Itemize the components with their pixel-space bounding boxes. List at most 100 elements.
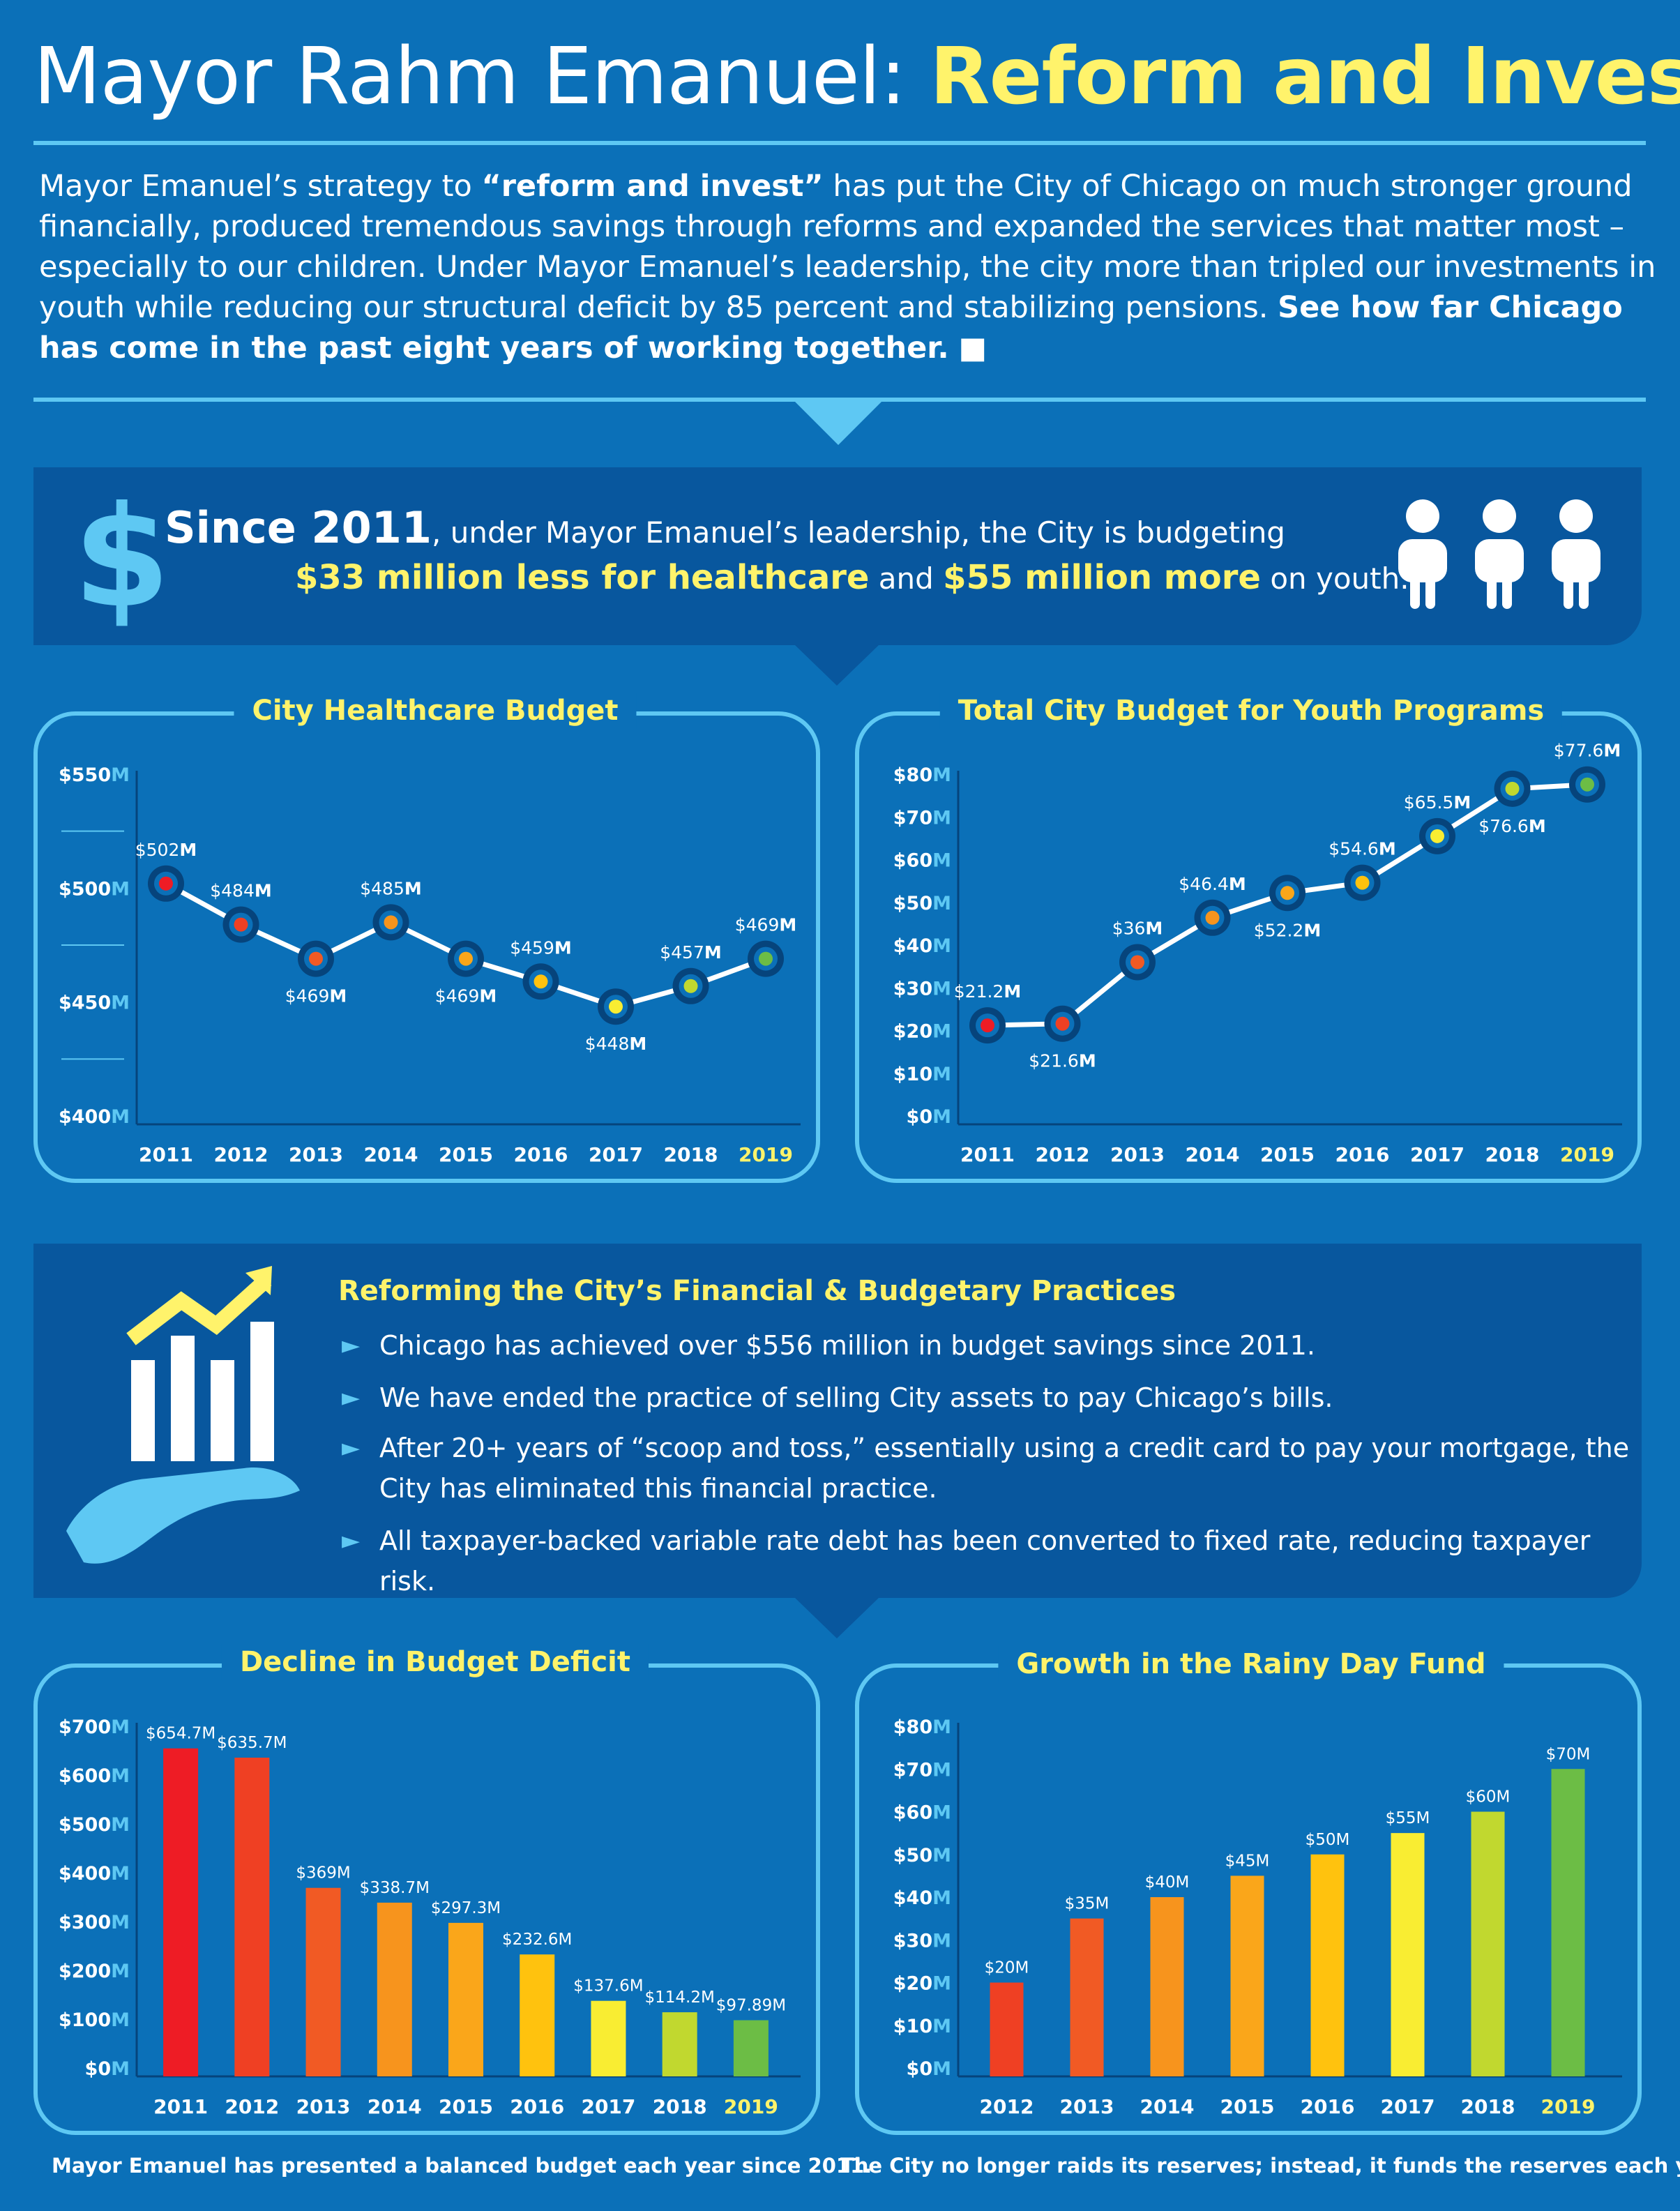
bar: [163, 1748, 199, 2076]
healthcare-chart-title: City Healthcare Budget: [234, 693, 637, 729]
data-point: [1205, 910, 1220, 925]
bar-value-label: $97.89M: [716, 1996, 786, 2014]
data-point: [1055, 1016, 1070, 1031]
y-tick-label: $30M: [893, 978, 951, 999]
bar: [662, 2012, 697, 2076]
x-tick-label: 2013: [1060, 2095, 1114, 2118]
bar: [1391, 1833, 1425, 2076]
reform-title: Reforming the City’s Financial & Budgeta…: [338, 1275, 1176, 1307]
x-tick-label: 2019: [1541, 2095, 1596, 2118]
bar-value-label: $70M: [1546, 1745, 1591, 1763]
y-tick-label: $500M: [59, 878, 130, 900]
data-point: [981, 1018, 994, 1033]
page-title: Mayor Rahm Emanuel: Reform and Invest: [33, 28, 1680, 126]
bar-value-label: $654.7M: [146, 1725, 215, 1743]
x-tick-label: 2019: [1560, 1143, 1614, 1166]
y-tick-label: $50M: [893, 893, 951, 914]
youth-chart-title: Total City Budget for Youth Programs: [939, 693, 1563, 729]
data-label: $21.6M: [1029, 1051, 1096, 1071]
bar: [234, 1758, 270, 2076]
y-tick-label: $60M: [893, 850, 951, 872]
intro-bold: “reform and invest”: [481, 169, 824, 204]
banner-since: Since 2011: [165, 502, 432, 553]
bar: [1070, 1918, 1104, 2076]
bullet-arrow-icon: ►: [342, 1434, 361, 1462]
bar-value-label: $20M: [985, 1959, 1029, 1977]
x-tick-label: 2014: [1186, 1143, 1240, 1166]
reform-pointer-icon: [795, 1598, 879, 1638]
y-tick-label: $40M: [893, 935, 951, 957]
deficit-chart-title: Decline in Budget Deficit: [221, 1644, 649, 1680]
intro-cta: See how far Chicago has come in the past…: [39, 290, 1623, 365]
x-tick-label: 2018: [1485, 1143, 1540, 1166]
trend-arrow-icon: [126, 1274, 272, 1345]
x-tick-label: 2015: [1220, 2095, 1275, 2118]
x-tick-label: 2013: [296, 2095, 351, 2118]
x-tick-label: 2017: [589, 1143, 643, 1166]
rainy-day-chart-title: Growth in the Rainy Day Fund: [998, 1646, 1504, 1682]
y-tick-label: $10M: [893, 1064, 951, 1085]
intro-paragraph: Mayor Emanuel’s strategy to “reform and …: [39, 166, 1657, 368]
y-tick-label: $70M: [893, 1759, 951, 1781]
data-label: $76.6M: [1478, 816, 1545, 836]
bullet-arrow-icon: ►: [342, 1384, 361, 1412]
dollar-icon: $: [73, 476, 171, 639]
bar-value-label: $45M: [1225, 1852, 1270, 1870]
y-tick-label: $400M: [59, 1106, 130, 1128]
divider-pointer-icon: [795, 402, 881, 445]
x-tick-label: 2012: [980, 2095, 1034, 2118]
bar: [591, 2000, 626, 2076]
x-tick-label: 2012: [214, 1143, 268, 1166]
bullet-arrow-icon: ►: [342, 1331, 361, 1359]
bar: [1471, 1811, 1505, 2076]
x-tick-label: 2019: [724, 2095, 778, 2118]
bar-value-label: $232.6M: [502, 1931, 572, 1949]
banner-pointer-icon: [795, 645, 879, 686]
arrow-head-icon: [245, 1266, 272, 1295]
data-label: $52.2M: [1254, 920, 1321, 940]
icon-bar: [250, 1322, 274, 1461]
data-label: $65.5M: [1404, 792, 1471, 813]
data-label: $484M: [210, 881, 272, 901]
bar: [520, 1954, 555, 2076]
y-tick-label: $60M: [893, 1802, 951, 1824]
person-icon: [1552, 499, 1600, 609]
bar: [377, 1902, 412, 2076]
y-tick-label: $550M: [59, 764, 130, 786]
y-tick-label: $100M: [59, 2009, 130, 2031]
data-point: [759, 951, 773, 966]
icon-bar: [171, 1336, 195, 1461]
bar: [1551, 1769, 1585, 2076]
data-point: [1130, 955, 1144, 969]
x-tick-label: 2014: [368, 2095, 422, 2118]
data-label: $485M: [360, 878, 422, 898]
x-tick-label: 2011: [153, 2095, 208, 2118]
x-tick-label: 2015: [439, 1143, 493, 1166]
intro-divider: [33, 398, 1646, 402]
bar-value-label: $114.2M: [645, 1989, 715, 2007]
y-tick-label: $40M: [893, 1887, 951, 1909]
y-tick-label: $600M: [59, 1765, 130, 1787]
x-tick-label: 2017: [1381, 2095, 1435, 2118]
data-label: $54.6M: [1329, 839, 1395, 859]
hand-icon: [66, 1467, 300, 1564]
bar-value-label: $338.7M: [360, 1879, 430, 1897]
x-tick-label: 2012: [1036, 1143, 1090, 1166]
icon-bar: [211, 1360, 234, 1461]
title-divider: [33, 141, 1646, 145]
healthcare-chart: $400M $450M $500M $550M $502M $484M $469M $485M…: [59, 764, 801, 1166]
y-tick-label: $30M: [893, 1930, 951, 1952]
data-label: $457M: [660, 942, 722, 963]
growth-chart-hand-icon: [66, 1266, 300, 1564]
youth-chart: $0M $10M $20M $30M $40M $50M $60M $70M $80M $21.2…: [893, 741, 1622, 1166]
x-tick-label: 2011: [139, 1143, 193, 1166]
bar-value-label: $369M: [296, 1864, 350, 1882]
reform-bullet: ► We have ended the practice of selling C…: [342, 1378, 1632, 1418]
reform-bullet: ► Chicago has achieved over $556 million …: [342, 1325, 1632, 1366]
y-tick-label: $80M: [893, 1716, 951, 1738]
data-label: $448M: [585, 1034, 647, 1054]
data-point: [459, 951, 473, 966]
y-tick-label: $10M: [893, 2016, 951, 2037]
bar: [733, 2020, 769, 2076]
y-tick-label: $300M: [59, 1912, 130, 1933]
